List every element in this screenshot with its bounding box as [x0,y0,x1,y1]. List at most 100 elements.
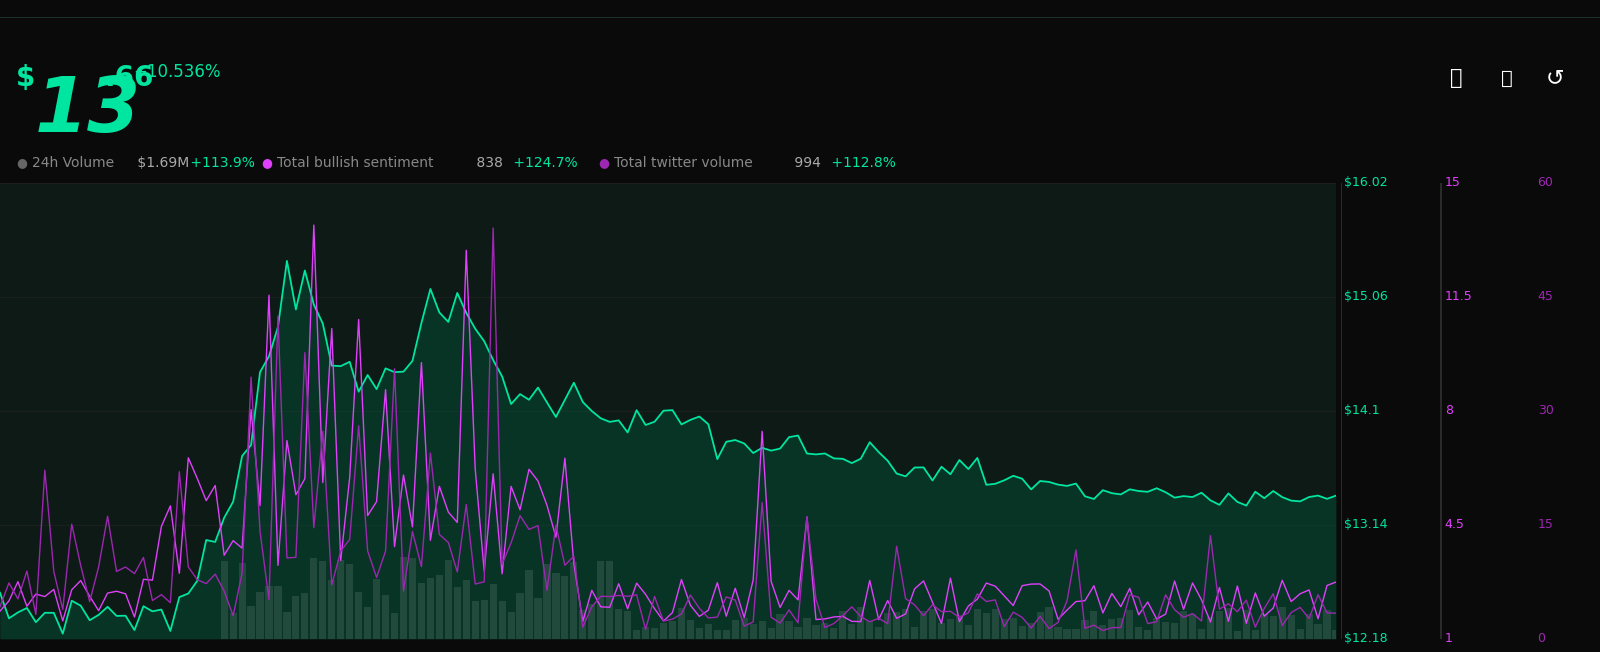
Bar [749,625,757,639]
Text: 8: 8 [1445,404,1453,417]
Bar [696,627,702,639]
Bar [534,598,541,639]
Bar [1306,614,1312,639]
Bar [910,627,918,639]
Text: 🔔: 🔔 [1450,68,1462,88]
Bar [1109,619,1115,639]
Bar [875,627,882,639]
Text: ●: ● [261,156,272,170]
Bar [803,618,811,639]
Text: +112.8%: +112.8% [827,156,896,170]
Bar [552,573,560,639]
Bar [1179,612,1187,639]
Bar [1315,624,1322,639]
Text: 13: 13 [35,74,141,148]
Bar [1162,622,1170,639]
Text: $15.06: $15.06 [1344,290,1387,303]
Bar [418,583,426,639]
Bar [930,609,936,639]
Bar [274,586,282,639]
Bar [373,578,381,639]
Bar [651,628,658,639]
Bar [704,624,712,639]
Bar [938,623,946,639]
Text: ●: ● [16,156,27,170]
Bar [1333,630,1339,639]
Bar [1278,607,1286,639]
Bar [293,595,299,639]
Text: 60: 60 [1538,176,1554,189]
Bar [1270,615,1277,639]
Bar [920,611,926,639]
Bar [454,587,461,639]
Text: 45: 45 [1538,290,1554,303]
Text: $: $ [16,65,35,92]
Bar [248,606,254,639]
Text: 15: 15 [1445,176,1461,189]
Bar [390,614,398,639]
Bar [221,561,227,639]
Bar [624,612,632,639]
Bar [1154,618,1160,639]
Text: Total bullish sentiment: Total bullish sentiment [277,156,434,170]
Text: 1: 1 [1445,632,1453,645]
Text: +124.7%: +124.7% [509,156,578,170]
Bar [490,584,496,639]
Bar [328,580,336,639]
Bar [795,627,802,639]
Bar [659,623,667,639]
Bar [544,564,550,639]
Bar [1099,625,1107,639]
Bar [1144,630,1152,639]
Text: +10.536%: +10.536% [133,63,221,81]
Bar [947,619,954,639]
Bar [866,621,874,639]
Text: $13.14: $13.14 [1344,518,1387,531]
Bar [1037,612,1043,639]
Bar [1027,623,1035,639]
Bar [885,613,891,639]
Bar [1000,619,1008,639]
Bar [1064,629,1070,639]
Bar [634,630,640,639]
Bar [614,610,622,639]
Bar [848,624,856,639]
Bar [902,608,909,639]
Bar [821,623,829,639]
Bar [1261,614,1267,639]
Bar [714,630,722,639]
Bar [982,613,990,639]
Text: 4.5: 4.5 [1445,518,1464,531]
Bar [570,562,578,639]
Bar [1171,623,1178,639]
Bar [507,612,515,639]
Bar [1072,629,1080,639]
Bar [1323,610,1331,639]
Bar [758,621,766,639]
Bar [445,560,451,639]
Bar [840,611,846,639]
Bar [642,627,650,639]
Bar [562,576,568,639]
Bar [974,609,981,639]
Text: ↺: ↺ [1546,68,1565,88]
Text: 📶: 📶 [1501,68,1514,88]
Bar [1206,617,1214,639]
Bar [346,563,354,639]
Bar [606,561,613,639]
Bar [1234,630,1242,639]
Bar [400,557,406,639]
Bar [723,630,730,639]
Bar [768,628,774,639]
Text: 11.5: 11.5 [1445,290,1472,303]
Bar [462,580,470,639]
Bar [741,618,747,639]
Bar [410,557,416,639]
Bar [1216,611,1222,639]
Bar [301,593,309,639]
Text: 994: 994 [790,156,821,170]
Bar [1054,627,1062,639]
Bar [589,604,595,639]
Bar [1082,620,1088,639]
Bar [965,625,971,639]
